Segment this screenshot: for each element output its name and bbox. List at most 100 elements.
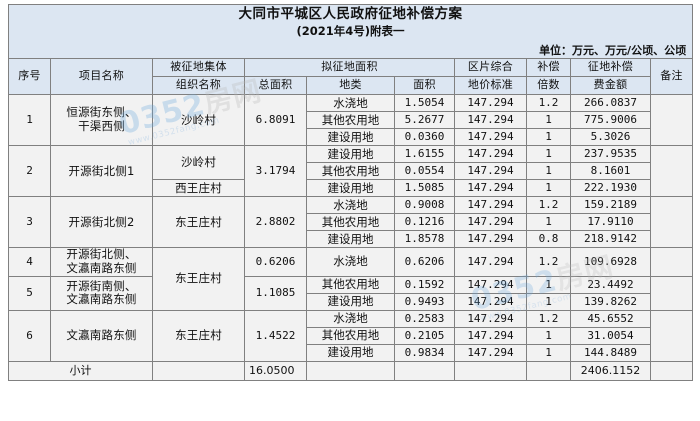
subtotal-village bbox=[152, 360, 245, 381]
cell-land-type: 建设用地 bbox=[306, 230, 395, 249]
cell-multiplier: 1 bbox=[526, 292, 571, 311]
header-remark: 备注 bbox=[649, 58, 694, 96]
cell-village: 东王庄村 bbox=[152, 247, 245, 311]
cell-remark bbox=[649, 145, 694, 198]
cell-area: 5.2677 bbox=[394, 111, 455, 130]
cell-village: 西王庄村 bbox=[152, 179, 245, 198]
cell-land-type: 水浇地 bbox=[306, 196, 395, 215]
subtotal-multiplier bbox=[526, 360, 571, 381]
project-name-line2: 干渠西侧 bbox=[78, 119, 125, 134]
page-subtitle: (2021年4号)附表一 bbox=[296, 24, 405, 39]
header-land-type: 地类 bbox=[306, 76, 395, 96]
cell-compensation: 159.2189 bbox=[570, 196, 651, 215]
cell-area: 0.1592 bbox=[394, 275, 455, 294]
cell-project-name: 开源街北侧1 bbox=[50, 145, 153, 198]
cell-land-type: 水浇地 bbox=[306, 94, 395, 113]
cell-multiplier: 0.8 bbox=[526, 230, 571, 249]
cell-multiplier: 1 bbox=[526, 275, 571, 294]
table-row: 1 恒源街东侧、 干渠西侧 沙岭村 6.8091 水浇地 1.5054 147.… bbox=[8, 94, 694, 147]
header-price-line2: 地价标准 bbox=[454, 76, 527, 96]
cell-project-name: 恒源街东侧、 干渠西侧 bbox=[50, 94, 153, 147]
cell-area: 1.8578 bbox=[394, 230, 455, 249]
cell-compensation: 8.1601 bbox=[570, 162, 651, 181]
cell-seq: 1 bbox=[8, 94, 51, 147]
cell-multiplier: 1 bbox=[526, 145, 571, 164]
project-name-line2: 文瀛南路东侧 bbox=[66, 261, 137, 276]
cell-total-area: 2.8802 bbox=[244, 196, 307, 249]
cell-seq: 6 bbox=[8, 309, 51, 362]
cell-village: 沙岭村 bbox=[152, 145, 245, 181]
table-row: 建设用地 0.9834 147.294 1 144.8489 bbox=[9, 343, 693, 362]
compensation-table: 大同市平城区人民政府征地补偿方案 (2021年4号)附表一 单位：万元、万元/公… bbox=[7, 3, 694, 381]
cell-remark bbox=[649, 94, 694, 147]
header-total-area: 总面积 bbox=[244, 76, 307, 96]
cell-remark bbox=[649, 309, 694, 362]
cell-total-area: 0.6206 bbox=[244, 247, 307, 277]
cell-price: 147.294 bbox=[454, 162, 527, 181]
cell-price: 147.294 bbox=[454, 145, 527, 164]
cell-remark bbox=[649, 196, 694, 249]
cell-land-type: 其他农用地 bbox=[306, 162, 395, 181]
cell-project-name: 开源街北侧、 文瀛南路东侧 bbox=[50, 247, 153, 277]
cell-price: 147.294 bbox=[454, 111, 527, 130]
table-row: 建设用地 0.9493 147.294 1 139.8262 bbox=[9, 292, 693, 311]
table-row: 其他农用地 0.2105 147.294 1 31.0054 bbox=[9, 326, 693, 345]
cell-village: 东王庄村 bbox=[152, 309, 245, 362]
cell-price: 147.294 bbox=[454, 275, 527, 294]
cell-price: 147.294 bbox=[454, 230, 527, 249]
cell-price: 147.294 bbox=[454, 213, 527, 232]
cell-land-type: 其他农用地 bbox=[306, 326, 395, 345]
table-row: 5 开源街南侧、 文瀛南路东侧 1.1085 其他农用地 0.1592 147.… bbox=[8, 275, 694, 311]
header-row-1: 序号 项目名称 被征地集体 拟征地面积 区片综合 补偿 征地补偿 备注 bbox=[8, 58, 694, 96]
cell-price: 147.294 bbox=[454, 292, 527, 311]
cell-remark bbox=[649, 247, 694, 277]
cell-compensation: 222.1930 bbox=[570, 179, 651, 198]
cell-multiplier: 1 bbox=[526, 213, 571, 232]
cell-remark bbox=[649, 275, 694, 311]
cell-compensation: 5.3026 bbox=[570, 128, 651, 147]
cell-village: 东王庄村 bbox=[152, 196, 245, 249]
cell-compensation: 23.4492 bbox=[570, 275, 651, 294]
cell-compensation: 144.8489 bbox=[570, 343, 651, 362]
cell-compensation: 17.9110 bbox=[570, 213, 651, 232]
subtotal-label: 小计 bbox=[8, 360, 153, 381]
header-multiplier-line1: 补偿 bbox=[526, 58, 571, 78]
cell-land-type: 建设用地 bbox=[306, 343, 395, 362]
cell-area: 0.0554 bbox=[394, 162, 455, 181]
cell-area: 0.9834 bbox=[394, 343, 455, 362]
cell-compensation: 218.9142 bbox=[570, 230, 651, 249]
cell-price: 147.294 bbox=[454, 326, 527, 345]
table-row: 2 开源街北侧1 沙岭村 3.1794 建设用地 1.6155 147.294 … bbox=[8, 145, 694, 198]
cell-compensation: 775.9006 bbox=[570, 111, 651, 130]
cell-seq: 3 bbox=[8, 196, 51, 249]
cell-land-type: 其他农用地 bbox=[306, 111, 395, 130]
title-row: 大同市平城区人民政府征地补偿方案 (2021年4号)附表一 单位：万元、万元/公… bbox=[7, 3, 694, 60]
subtotal-price bbox=[454, 360, 527, 381]
cell-area: 0.9493 bbox=[394, 292, 455, 311]
table-row: 建设用地 1.8578 147.294 0.8 218.9142 bbox=[9, 230, 693, 249]
cell-seq: 5 bbox=[8, 275, 51, 311]
cell-price: 147.294 bbox=[454, 128, 527, 147]
cell-area: 0.9008 bbox=[394, 196, 455, 215]
cell-area: 1.5085 bbox=[394, 179, 455, 198]
header-project-name: 项目名称 bbox=[50, 58, 153, 96]
header-multiplier-line2: 倍数 bbox=[526, 76, 571, 96]
cell-seq: 4 bbox=[8, 247, 51, 277]
header-area: 面积 bbox=[394, 76, 455, 96]
cell-multiplier: 1.2 bbox=[526, 196, 571, 215]
page-title: 大同市平城区人民政府征地补偿方案 bbox=[238, 6, 463, 22]
cell-multiplier: 1 bbox=[526, 326, 571, 345]
cell-land-type: 其他农用地 bbox=[306, 275, 395, 294]
cell-project-name: 开源街南侧、 文瀛南路东侧 bbox=[50, 275, 153, 311]
unit-note: 单位：万元、万元/公顷、公顷 bbox=[539, 43, 687, 57]
cell-price: 147.294 bbox=[454, 343, 527, 362]
header-compensation-line2: 费金额 bbox=[570, 76, 651, 96]
subtotal-compensation: 2406.1152 bbox=[570, 360, 651, 381]
cell-area: 1.6155 bbox=[394, 145, 455, 164]
cell-total-area: 6.8091 bbox=[244, 94, 307, 147]
cell-price: 147.294 bbox=[454, 247, 527, 277]
title-block: 大同市平城区人民政府征地补偿方案 (2021年4号)附表一 单位：万元、万元/公… bbox=[7, 3, 694, 60]
cell-project-name: 开源街北侧2 bbox=[50, 196, 153, 249]
cell-compensation: 266.0837 bbox=[570, 94, 651, 113]
cell-multiplier: 1 bbox=[526, 111, 571, 130]
